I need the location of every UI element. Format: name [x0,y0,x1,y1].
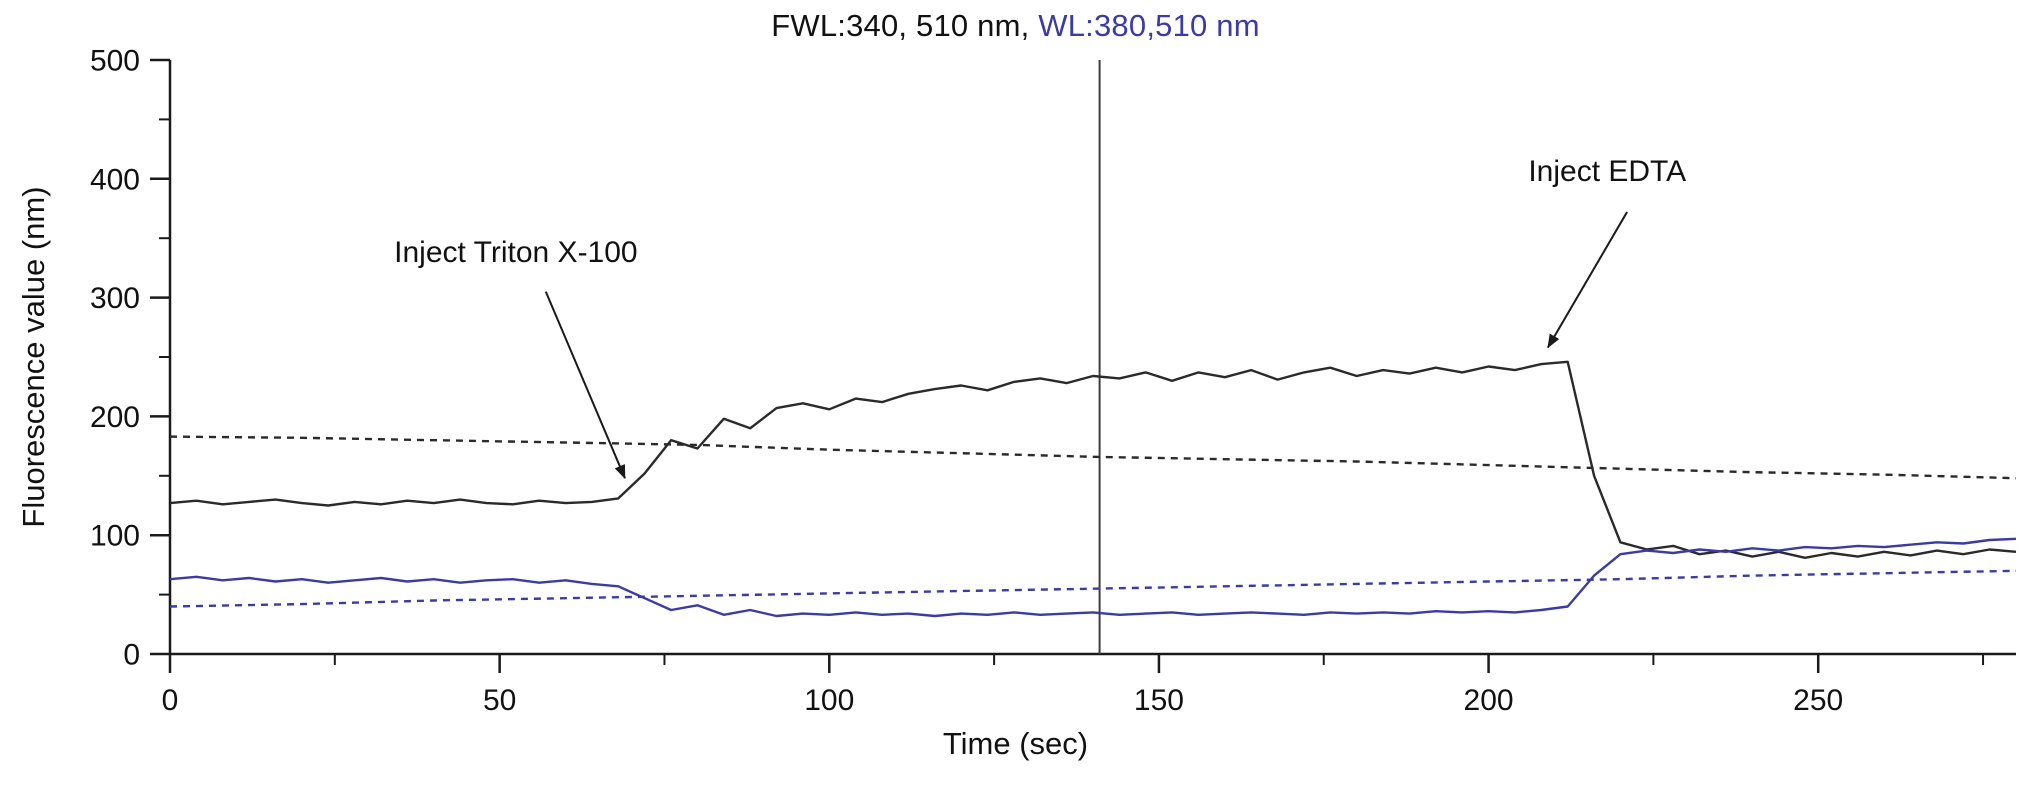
x-tick-label: 50 [483,684,516,717]
annotation-arrow-1 [1547,211,1628,349]
series-line-0 [169,360,2017,559]
y-tick-label: 500 [90,45,140,78]
y-tick-label: 100 [90,520,140,553]
annotation-arrow-0 [544,291,626,480]
y-tick-label: 300 [90,282,140,315]
y-tick-label: 200 [90,401,140,434]
annotation-label-0: Inject Triton X-100 [394,236,637,269]
chart-title-fwl: FWL:340, 510 nm, [771,8,1039,43]
y-tick-label: 0 [123,639,140,672]
y-tick-label: 400 [90,163,140,196]
series-line-3 [169,569,2017,608]
series-line-1 [169,435,2017,480]
x-tick-label: 250 [1793,684,1843,717]
x-axis-label: Time (sec) [942,726,1089,761]
axes [168,60,2016,656]
x-tick-label: 0 [162,684,179,717]
chart-title: FWL:340, 510 nm, WL:380,510 nm [0,8,2031,44]
series-line-2 [169,537,2017,618]
annotation-label-1: Inject EDTA [1528,155,1686,188]
x-tick-label: 100 [804,684,854,717]
chart-title-wl: WL:380,510 nm [1038,8,1260,43]
x-tick-label: 200 [1464,684,1514,717]
x-tick-label: 150 [1134,684,1184,717]
